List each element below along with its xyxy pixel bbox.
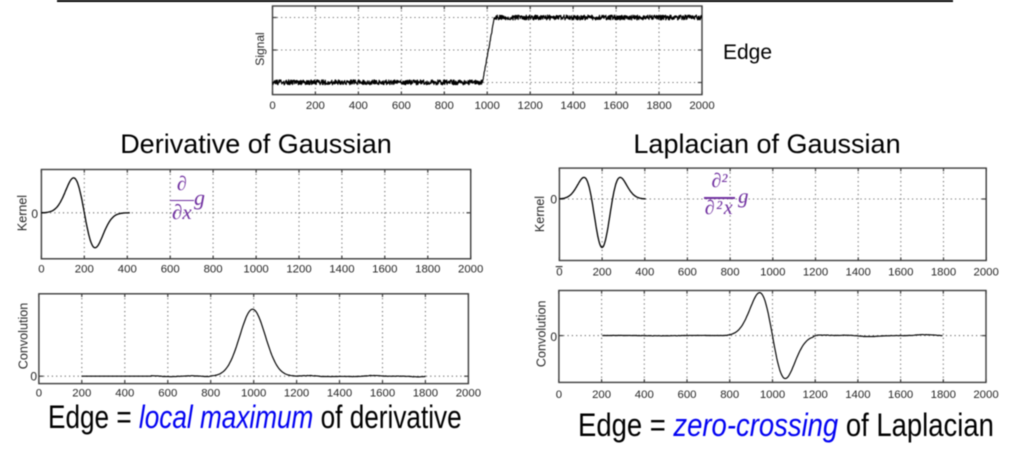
svg-text:600: 600 bbox=[392, 100, 411, 112]
svg-text:1400: 1400 bbox=[327, 387, 352, 399]
svg-text:800: 800 bbox=[720, 389, 739, 401]
svg-text:1000: 1000 bbox=[241, 387, 266, 399]
svg-text:2000: 2000 bbox=[456, 387, 481, 399]
svg-text:1600: 1600 bbox=[888, 267, 913, 279]
svg-text:200: 200 bbox=[75, 263, 94, 275]
svg-text:1800: 1800 bbox=[931, 389, 956, 401]
svg-text:1400: 1400 bbox=[845, 389, 870, 401]
svg-text:1800: 1800 bbox=[413, 387, 438, 399]
svg-text:2000: 2000 bbox=[974, 267, 999, 279]
svg-text:0: 0 bbox=[269, 100, 275, 112]
svg-text:0: 0 bbox=[556, 267, 562, 279]
svg-text:1800: 1800 bbox=[646, 100, 671, 112]
svg-text:2000: 2000 bbox=[689, 100, 714, 112]
svg-text:Kernel: Kernel bbox=[533, 196, 547, 232]
svg-text:1200: 1200 bbox=[286, 263, 311, 275]
svg-text:400: 400 bbox=[635, 267, 654, 279]
svg-text:1600: 1600 bbox=[603, 100, 628, 112]
svg-text:2000: 2000 bbox=[973, 389, 998, 401]
svg-text:1400: 1400 bbox=[560, 100, 585, 112]
svg-text:1600: 1600 bbox=[370, 387, 395, 399]
svg-text:1200: 1200 bbox=[803, 267, 828, 279]
svg-text:Convolution: Convolution bbox=[17, 303, 31, 370]
svg-text:800: 800 bbox=[204, 263, 223, 275]
svg-text:800: 800 bbox=[435, 100, 454, 112]
svg-text:400: 400 bbox=[349, 100, 368, 112]
svg-text:600: 600 bbox=[678, 267, 697, 279]
svg-text:1400: 1400 bbox=[846, 267, 871, 279]
svg-text:Kernel: Kernel bbox=[16, 195, 30, 231]
svg-text:1800: 1800 bbox=[415, 263, 440, 275]
svg-text:0: 0 bbox=[30, 369, 37, 383]
svg-text:1400: 1400 bbox=[329, 263, 354, 275]
svg-text:0: 0 bbox=[36, 387, 42, 399]
svg-text:1000: 1000 bbox=[760, 267, 785, 279]
svg-text:1000: 1000 bbox=[243, 263, 268, 275]
svg-text:400: 400 bbox=[635, 389, 654, 401]
svg-text:1200: 1200 bbox=[284, 387, 309, 399]
svg-text:1000: 1000 bbox=[760, 389, 785, 401]
svg-text:1600: 1600 bbox=[888, 389, 913, 401]
svg-text:400: 400 bbox=[115, 387, 134, 399]
svg-text:200: 200 bbox=[592, 389, 611, 401]
svg-text:0: 0 bbox=[550, 330, 557, 344]
svg-text:0: 0 bbox=[31, 207, 38, 221]
svg-text:0: 0 bbox=[550, 193, 557, 207]
svg-text:600: 600 bbox=[158, 387, 177, 399]
svg-text:200: 200 bbox=[593, 267, 612, 279]
svg-text:800: 800 bbox=[201, 387, 220, 399]
svg-text:600: 600 bbox=[677, 389, 696, 401]
svg-text:600: 600 bbox=[161, 263, 180, 275]
svg-text:Convolution: Convolution bbox=[535, 301, 549, 368]
svg-text:1600: 1600 bbox=[372, 263, 397, 275]
svg-text:1200: 1200 bbox=[803, 389, 828, 401]
svg-text:0: 0 bbox=[38, 263, 44, 275]
svg-text:200: 200 bbox=[72, 387, 91, 399]
svg-text:Signal: Signal bbox=[253, 32, 267, 65]
svg-text:400: 400 bbox=[118, 263, 137, 275]
svg-text:0: 0 bbox=[556, 389, 562, 401]
svg-text:1000: 1000 bbox=[475, 100, 500, 112]
svg-text:1200: 1200 bbox=[518, 100, 543, 112]
svg-text:1800: 1800 bbox=[931, 267, 956, 279]
svg-text:800: 800 bbox=[721, 267, 740, 279]
svg-text:200: 200 bbox=[306, 100, 325, 112]
svg-text:2000: 2000 bbox=[458, 263, 483, 275]
